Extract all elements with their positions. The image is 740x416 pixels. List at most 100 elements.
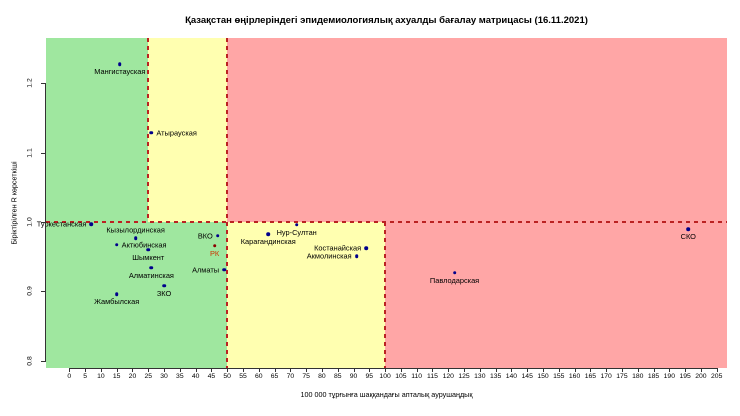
data-point-label: СКО <box>680 231 696 241</box>
y-axis-label: Біріктірілген R көрсеткіші <box>9 161 19 245</box>
x-tick-label: 50 <box>223 373 231 380</box>
x-tick-label: 40 <box>191 373 200 380</box>
threshold-line-x <box>384 221 386 368</box>
x-tick-label: 75 <box>302 373 310 380</box>
y-tick-mark <box>41 291 46 293</box>
data-point-label: Костанайская <box>314 243 362 253</box>
data-point <box>149 130 154 135</box>
x-tick-label: 205 <box>711 373 723 380</box>
data-point-label: Алматинская <box>128 270 174 280</box>
x-tick-mark <box>511 368 513 372</box>
x-tick-mark <box>227 368 229 372</box>
x-tick-label: 170 <box>600 373 612 380</box>
x-tick-label: 125 <box>458 373 470 380</box>
data-point <box>452 270 457 275</box>
chart-title: Қазақстан өңірлеріндегі эпидемиологиялық… <box>185 15 588 26</box>
x-tick-mark <box>85 368 87 372</box>
x-tick-mark <box>69 368 71 372</box>
data-point-label: РК <box>209 248 220 258</box>
data-point <box>118 62 122 66</box>
x-tick-mark <box>495 368 497 372</box>
x-tick-label: 25 <box>144 373 153 380</box>
x-tick-label: 195 <box>679 373 691 380</box>
x-tick-mark <box>479 368 481 372</box>
x-tick-mark <box>464 368 466 372</box>
x-tick-mark <box>653 368 655 372</box>
y-tick-label: 0.8 <box>26 355 34 366</box>
x-tick-mark <box>274 368 276 372</box>
data-point <box>89 222 94 226</box>
x-axis-label: 100 000 тұрғынға шаққандағы апталық ауру… <box>300 390 473 399</box>
data-point <box>133 236 138 240</box>
data-point-label: Алматы <box>192 265 220 275</box>
x-tick-mark <box>353 368 355 372</box>
x-tick-label: 35 <box>176 373 184 380</box>
y-tick-label: 1.2 <box>26 78 34 89</box>
y-tick-label: 0.9 <box>26 286 34 297</box>
x-tick-label: 20 <box>128 373 137 380</box>
x-tick-mark <box>132 368 134 372</box>
x-tick-label: 115 <box>427 373 438 380</box>
x-tick-mark <box>700 368 702 372</box>
risk-zone-red <box>385 221 727 368</box>
x-tick-mark <box>637 368 639 372</box>
plot-area: Мангистауская Атырауская Туркестанская Кызы… <box>37 38 727 368</box>
data-point <box>364 246 368 251</box>
x-tick-mark <box>337 368 339 372</box>
x-tick-mark <box>685 368 687 372</box>
threshold-line-r <box>46 221 727 223</box>
risk-zone-green <box>46 38 149 222</box>
x-tick-mark <box>148 368 150 372</box>
x-tick-label: 150 <box>537 373 549 380</box>
data-point <box>146 247 151 252</box>
x-tick-mark <box>543 368 544 372</box>
x-tick-label: 185 <box>647 373 660 380</box>
x-tick-label: 155 <box>553 373 565 380</box>
x-tick-mark <box>448 368 450 372</box>
x-tick-label: 140 <box>505 373 518 380</box>
x-tick-mark <box>400 368 402 372</box>
x-tick-mark <box>606 368 608 372</box>
x-tick-mark <box>164 368 166 372</box>
x-tick-mark <box>116 368 118 372</box>
x-tick-mark <box>290 368 292 372</box>
x-tick-label: 0 <box>67 373 72 380</box>
x-tick-mark <box>669 368 671 372</box>
threshold-line-x <box>226 38 228 368</box>
x-tick-label: 165 <box>584 373 597 380</box>
y-tick-mark <box>41 152 46 154</box>
data-point <box>294 222 299 227</box>
x-tick-mark <box>369 368 371 372</box>
data-point <box>114 292 119 296</box>
data-point-label: Актюбинская <box>121 240 167 250</box>
data-point-label: Павлодарская <box>429 275 480 285</box>
risk-zone-red <box>227 38 727 222</box>
x-tick-label: 200 <box>695 373 707 380</box>
x-tick-label: 45 <box>207 373 216 380</box>
data-point-label: Акмолинская <box>306 251 352 261</box>
x-tick-mark <box>574 368 576 372</box>
x-tick-label: 60 <box>254 373 263 380</box>
data-point <box>149 265 154 270</box>
data-point <box>215 234 220 238</box>
x-tick-mark <box>195 368 197 372</box>
data-point <box>212 243 217 248</box>
y-tick-mark <box>41 360 46 362</box>
x-tick-mark <box>385 368 387 372</box>
x-tick-label: 10 <box>97 373 105 380</box>
y-tick-label: 1.1 <box>26 147 34 158</box>
threshold-line-x <box>147 38 150 222</box>
x-tick-label: 145 <box>521 373 533 380</box>
x-tick-label: 100 <box>379 373 391 380</box>
x-tick-label: 80 <box>318 373 326 380</box>
data-point-label: Кызылординская <box>106 225 165 235</box>
x-tick-mark <box>179 368 181 372</box>
x-tick-label: 105 <box>395 373 407 380</box>
data-point-label: Мангистауская <box>94 66 146 76</box>
x-tick-label: 120 <box>442 373 454 380</box>
x-tick-label: 65 <box>270 373 279 380</box>
data-point-label: Атырауская <box>156 127 197 137</box>
x-tick-mark <box>306 368 308 372</box>
risk-zone-yellow <box>148 38 228 222</box>
x-tick-label: 135 <box>489 373 502 380</box>
